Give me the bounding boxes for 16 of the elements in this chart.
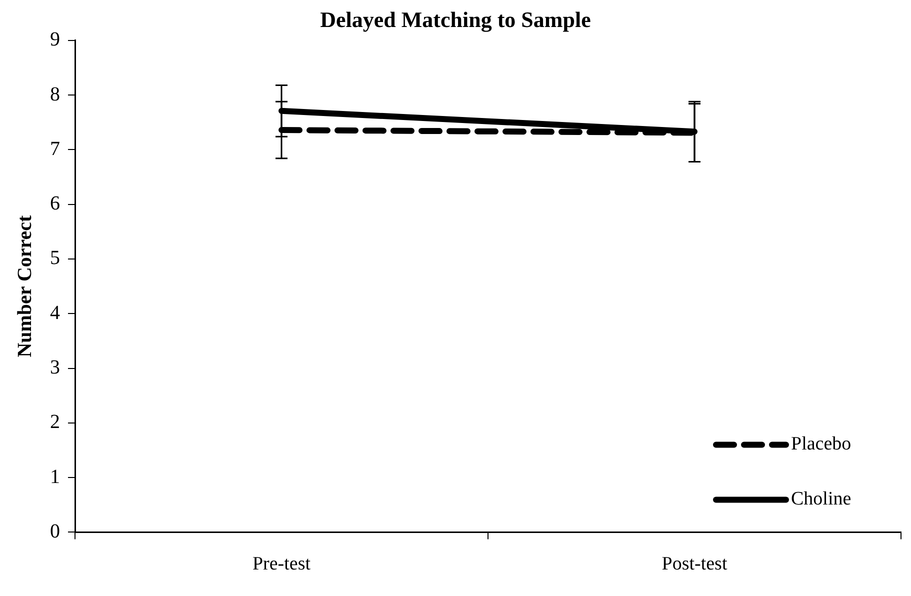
y-tick-label: 1 bbox=[50, 466, 60, 488]
y-tick-label: 5 bbox=[50, 247, 60, 270]
legend-label: Choline bbox=[791, 488, 852, 510]
y-tick-label: 8 bbox=[50, 83, 60, 106]
y-tick-label: 2 bbox=[50, 411, 60, 434]
y-axis-title: Number Correct bbox=[14, 214, 36, 358]
y-tick-label: 9 bbox=[50, 28, 60, 51]
x-tick-label: Pre-test bbox=[252, 554, 312, 575]
y-tick-label: 6 bbox=[50, 192, 60, 215]
y-tick-label: 7 bbox=[50, 138, 60, 160]
legend-label: Placebo bbox=[791, 434, 852, 455]
y-tick-label: 4 bbox=[50, 302, 60, 324]
x-tick-label: Post-test bbox=[662, 554, 728, 575]
chart-title: Delayed Matching to Sample bbox=[320, 6, 592, 32]
y-tick-label: 0 bbox=[50, 520, 60, 542]
y-tick-label: 3 bbox=[50, 356, 60, 379]
